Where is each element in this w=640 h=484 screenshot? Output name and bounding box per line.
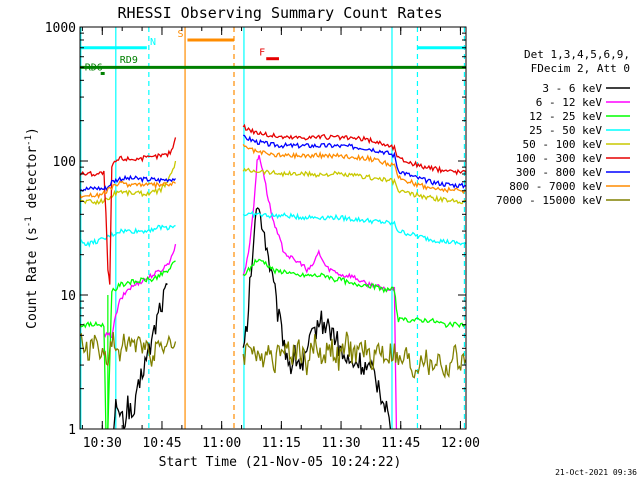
- flag-label: S: [177, 29, 183, 40]
- series-line-7: [80, 144, 466, 200]
- chart-title: RHESSI Observing Summary Count Rates: [117, 4, 442, 22]
- legend-label-2: 12 - 25 keV: [529, 110, 602, 123]
- x-tick-label: 11:30: [321, 436, 360, 451]
- y-axis-label: Count Rate (s-1 detector-1): [24, 127, 40, 329]
- flag-label: F: [259, 48, 265, 59]
- legend-header: Det 1,3,4,5,6,9,: [524, 48, 630, 61]
- flag-label: N: [150, 37, 156, 48]
- series-line-4: [80, 160, 466, 206]
- x-axis-label: Start Time (21-Nov-05 10:24:22): [159, 455, 402, 470]
- series-group: [80, 123, 466, 429]
- y-tick-label: 1000: [45, 21, 76, 36]
- series-line-3: [80, 210, 466, 248]
- series-line-5: [80, 123, 466, 285]
- legend-label-3: 25 - 50 keV: [529, 124, 602, 137]
- plot-frame: [79, 26, 467, 430]
- legend-label-0: 3 - 6 keV: [542, 82, 602, 95]
- timestamp: 21-Oct-2021 09:36: [555, 468, 637, 477]
- series-line-0: [113, 207, 392, 429]
- x-tick-label: 11:00: [202, 436, 241, 451]
- y-tick-label: 1: [68, 423, 76, 438]
- x-tick-label: 11:45: [381, 436, 420, 451]
- legend-label-4: 50 - 100 keV: [523, 138, 603, 151]
- y-tick-label: 10: [60, 289, 76, 304]
- flag-label: RD9: [120, 55, 138, 66]
- x-tick-label: 11:15: [262, 436, 301, 451]
- legend-label-8: 7000 - 15000 keV: [496, 194, 602, 207]
- flag-label: RD6: [85, 62, 103, 73]
- legend-label-1: 6 - 12 keV: [536, 96, 603, 109]
- y-tick-label: 100: [53, 155, 76, 170]
- x-tick-label: 10:30: [83, 436, 122, 451]
- x-tick-label: 10:45: [142, 436, 181, 451]
- legend-label-5: 100 - 300 keV: [516, 152, 602, 165]
- series-line-8: [80, 331, 466, 379]
- series-line-2: [80, 258, 466, 429]
- legend-header: FDecim 2, Att 0: [531, 62, 630, 75]
- series-line-6: [80, 134, 466, 192]
- legend-label-6: 300 - 800 keV: [516, 166, 602, 179]
- x-tick-label: 12:00: [441, 436, 480, 451]
- legend-label-7: 800 - 7000 keV: [509, 180, 602, 193]
